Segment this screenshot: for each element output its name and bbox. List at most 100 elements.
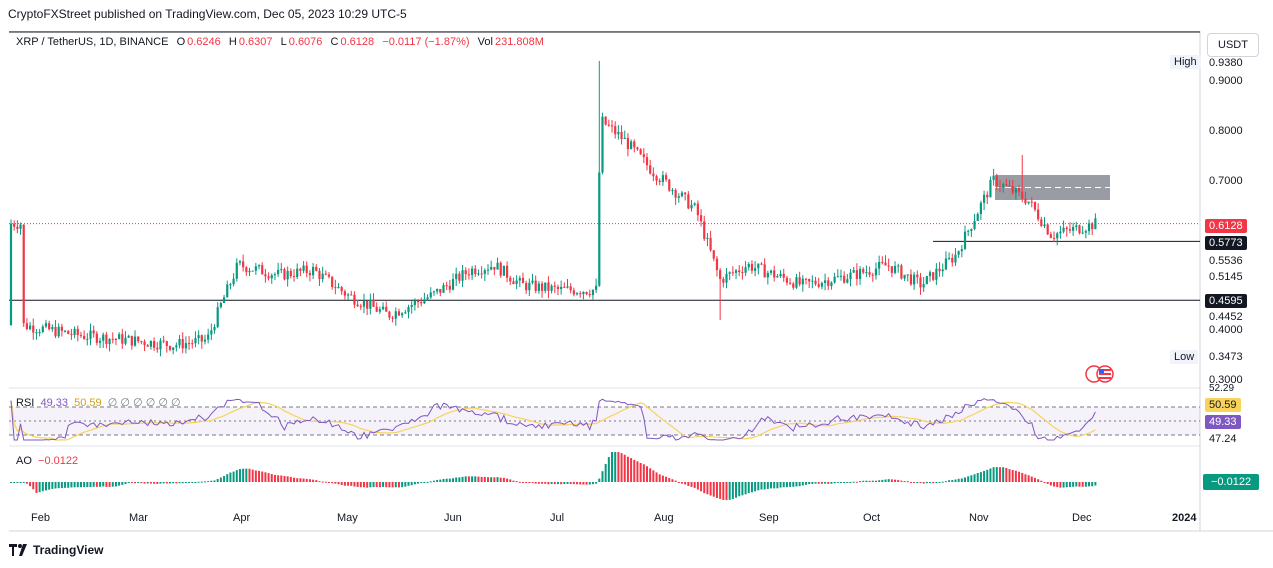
candle-body <box>16 226 19 229</box>
candle-body <box>960 249 963 252</box>
candle-body <box>493 266 496 270</box>
candle-body <box>760 263 763 265</box>
ao-bar <box>64 482 67 488</box>
ao-bar <box>560 482 563 485</box>
ao-bar <box>531 482 534 483</box>
ao-bar <box>423 482 426 483</box>
candle-body <box>178 338 181 346</box>
ao-bar <box>490 477 493 482</box>
candle-body <box>1030 201 1033 203</box>
ao-bar <box>766 482 769 489</box>
ao-bar <box>938 481 941 483</box>
candle-body <box>73 328 76 336</box>
candle-body <box>394 311 397 319</box>
ao-bar <box>312 479 315 482</box>
ao-label: AO <box>16 455 32 467</box>
candle-body <box>773 270 776 278</box>
ao-bar <box>401 482 404 488</box>
ao-bar <box>29 482 32 487</box>
candle-body <box>1021 191 1024 199</box>
candle-body <box>197 335 200 339</box>
ao-bar <box>509 479 512 482</box>
ao-bar <box>328 482 330 483</box>
candle-body <box>146 345 149 347</box>
ao-bar <box>839 482 842 483</box>
time-label-may: May <box>337 512 358 524</box>
candle-body <box>887 265 890 267</box>
ao-bar <box>439 479 442 482</box>
candle-body <box>420 302 423 304</box>
candle-body <box>54 327 57 337</box>
ao-bar <box>483 476 486 482</box>
candle-body <box>715 258 719 271</box>
candle-body <box>346 294 350 296</box>
ao-bar <box>127 482 130 484</box>
ao-bar <box>156 482 159 484</box>
candle-body <box>623 137 626 140</box>
candle-body <box>509 277 512 282</box>
candle-body <box>1046 224 1049 235</box>
candle-body <box>763 264 766 278</box>
candle-body <box>57 326 60 337</box>
rsi-ma-tag: 50.59 <box>1205 398 1241 412</box>
candle-body <box>416 300 420 303</box>
candle-body <box>944 258 948 270</box>
tradingview-logo[interactable]: TradingView <box>9 543 103 557</box>
currency-button[interactable]: USDT <box>1207 33 1259 57</box>
candle-body <box>1084 231 1087 233</box>
ao-bar <box>690 482 693 487</box>
ao-bar <box>318 481 321 483</box>
candle-body <box>712 250 715 259</box>
candle-body <box>130 335 133 346</box>
ao-bar <box>515 481 518 483</box>
ao-bar <box>614 452 617 482</box>
ao-bar <box>197 481 200 483</box>
ao-bar <box>286 476 289 482</box>
candle-body <box>118 334 121 340</box>
candle-body <box>229 284 232 286</box>
candle-body <box>25 323 28 330</box>
candle-body <box>992 175 995 180</box>
candle-body <box>1075 225 1078 227</box>
ao-bar <box>913 482 916 483</box>
candle-body <box>505 265 509 278</box>
candle-body <box>789 282 792 284</box>
ao-bar <box>299 478 302 482</box>
candle-body <box>388 311 391 318</box>
candle-body <box>79 335 83 337</box>
candle-body <box>941 269 944 272</box>
candle-body <box>687 194 690 209</box>
candle-body <box>175 345 178 348</box>
candle-body <box>569 286 572 291</box>
candle-body <box>973 220 976 229</box>
ao-bar <box>579 482 582 485</box>
ao-bar <box>1091 482 1094 487</box>
tradingview-brand: TradingView <box>33 543 104 557</box>
ao-bar <box>235 470 238 482</box>
ao-bar <box>175 482 178 484</box>
candle-body <box>1091 223 1094 230</box>
us-flag-icon[interactable] <box>1085 365 1115 383</box>
ao-bar <box>887 479 890 482</box>
candle-body <box>1011 185 1014 193</box>
ao-bar <box>48 482 51 490</box>
candle-body <box>998 186 1002 188</box>
open-label: O <box>176 36 186 48</box>
ao-bar <box>741 482 744 496</box>
rsi-value-tag: 49.33 <box>1205 415 1241 429</box>
rsi-ma-line <box>10 400 1096 441</box>
ao-bar <box>747 482 750 494</box>
candle-body <box>401 313 404 316</box>
candle-body <box>556 286 560 290</box>
candle-body <box>598 172 601 286</box>
ao-bar <box>827 482 830 484</box>
symbol-label[interactable]: XRP / TetherUS, 1D, BINANCE <box>16 36 169 48</box>
ao-bar <box>143 482 146 484</box>
ao-bar <box>44 482 47 491</box>
candle-body <box>528 282 531 291</box>
ao-bar <box>388 482 391 488</box>
vol-value: 231.808M <box>494 36 544 48</box>
ao-bar <box>331 482 334 484</box>
candle-body <box>404 312 407 314</box>
